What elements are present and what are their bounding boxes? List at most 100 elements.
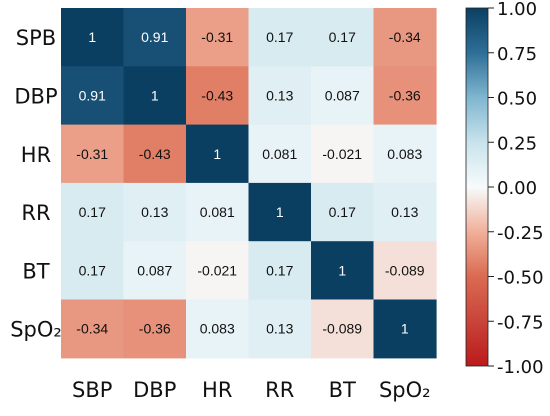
heatmap-cell-label: 0.17 bbox=[79, 204, 106, 220]
colorbar-gradient bbox=[466, 8, 488, 366]
colorbar-tick-label: -0.25 bbox=[497, 223, 544, 244]
heatmap-cell-label: 0.17 bbox=[266, 29, 293, 45]
heatmap-cell bbox=[248, 124, 312, 184]
heatmap-cell-label: -0.089 bbox=[385, 262, 425, 278]
heatmap-cell bbox=[123, 241, 187, 301]
column-label: SBP bbox=[72, 378, 112, 402]
heatmap-cell-label: 0.081 bbox=[262, 146, 297, 162]
column-label: HR bbox=[202, 378, 232, 402]
heatmap-cell-label: 0.17 bbox=[329, 29, 356, 45]
colorbar-tick-label: -0.50 bbox=[497, 268, 544, 289]
heatmap-cell bbox=[123, 124, 187, 184]
column-label: DBP bbox=[133, 378, 176, 402]
heatmap-cell bbox=[186, 124, 250, 184]
heatmap-cell-label: -0.43 bbox=[201, 87, 233, 103]
heatmap-cell bbox=[311, 182, 375, 242]
column-label: SpO₂ bbox=[379, 378, 431, 402]
heatmap-cell-label: -0.36 bbox=[389, 87, 421, 103]
heatmap-cell bbox=[61, 299, 125, 359]
heatmap-cell-label: 1 bbox=[88, 29, 96, 45]
column-label: RR bbox=[265, 378, 294, 402]
heatmap-cell bbox=[61, 182, 125, 242]
colorbar-tick-label: 1.00 bbox=[497, 0, 537, 20]
heatmap-cell-label: 1 bbox=[338, 262, 346, 278]
heatmap-cell bbox=[186, 8, 250, 67]
heatmap-cell-label: 0.13 bbox=[141, 204, 168, 220]
heatmap-cell bbox=[373, 8, 437, 67]
heatmap-cell-label: 0.17 bbox=[79, 262, 106, 278]
heatmap-cell-label: 1 bbox=[151, 87, 159, 103]
row-label: BT bbox=[22, 259, 49, 283]
heatmap-cell-label: -0.089 bbox=[322, 321, 362, 337]
heatmap-cell bbox=[186, 182, 250, 242]
heatmap-cell bbox=[373, 299, 437, 359]
heatmap-cell bbox=[311, 8, 375, 67]
heatmap-cell bbox=[186, 241, 250, 301]
heatmap-cell-label: 0.13 bbox=[391, 204, 418, 220]
heatmap-cell-label: 1 bbox=[213, 146, 221, 162]
heatmap-cell-label: -0.31 bbox=[201, 29, 233, 45]
heatmap-cell bbox=[61, 66, 125, 126]
heatmap-cell bbox=[248, 66, 312, 126]
heatmap-cell-label: 0.91 bbox=[79, 87, 106, 103]
heatmap-cell-label: 0.17 bbox=[329, 204, 356, 220]
heatmap-cell bbox=[311, 241, 375, 301]
heatmap-cell-label: 0.083 bbox=[200, 321, 235, 337]
row-label: HR bbox=[21, 143, 51, 167]
heatmap-cell-label: 0.087 bbox=[325, 87, 360, 103]
heatmap-cell-label: 0.13 bbox=[266, 87, 293, 103]
heatmap-cell-label: 0.91 bbox=[141, 29, 168, 45]
colorbar-tick-label: 0.25 bbox=[497, 133, 537, 154]
heatmap-cell-label: 1 bbox=[276, 204, 284, 220]
heatmap-cell-label: -0.021 bbox=[197, 262, 237, 278]
heatmap-cell-label: 0.083 bbox=[387, 146, 422, 162]
heatmap-cell-label: -0.31 bbox=[76, 146, 108, 162]
heatmap-cell bbox=[186, 299, 250, 359]
row-label: DBP bbox=[14, 84, 57, 108]
heatmap-cells bbox=[61, 8, 437, 359]
heatmap-cell bbox=[248, 299, 312, 359]
heatmap-cell-label: -0.43 bbox=[139, 146, 171, 162]
colorbar: 1.00 0.75 0.50 0.25 0.00 -0.25 -0.50 -0.75 -1.00 bbox=[465, 0, 544, 378]
colorbar-tick-label: 0.00 bbox=[497, 178, 537, 199]
colorbar-tick-label: -1.00 bbox=[497, 357, 544, 378]
heatmap-cell bbox=[373, 124, 437, 184]
heatmap-cell bbox=[61, 241, 125, 301]
colorbar-tick-label: -0.75 bbox=[497, 312, 544, 333]
row-label: RR bbox=[21, 201, 50, 225]
heatmap-cell bbox=[61, 124, 125, 184]
heatmap-cell-label: 0.13 bbox=[266, 321, 293, 337]
column-label: BT bbox=[329, 378, 356, 402]
heatmap-cell bbox=[123, 66, 187, 126]
heatmap-cell bbox=[123, 8, 187, 67]
heatmap-cell-label: -0.34 bbox=[389, 29, 421, 45]
heatmap-cell bbox=[373, 182, 437, 242]
heatmap-cell-label: 1 bbox=[401, 321, 409, 337]
heatmap-cell-label: 0.081 bbox=[200, 204, 235, 220]
heatmap-cell-labels: 1 0.91 -0.31 0.17 0.17 -0.34 0.91 1 -0.43 0.13 0.0… bbox=[76, 29, 425, 337]
row-labels: SPB DBP HR RR BT SpO₂ bbox=[10, 26, 62, 342]
heatmap-cell bbox=[61, 8, 125, 67]
heatmap-cell-label: -0.021 bbox=[322, 146, 362, 162]
heatmap-cell-label: -0.36 bbox=[139, 321, 171, 337]
heatmap-cell-label: 0.087 bbox=[137, 262, 172, 278]
heatmap-cell bbox=[311, 299, 375, 359]
column-labels: SBP DBP HR RR BT SpO₂ bbox=[72, 378, 431, 402]
heatmap-cell bbox=[123, 182, 187, 242]
heatmap-cell bbox=[186, 66, 250, 126]
heatmap-cell bbox=[248, 182, 312, 242]
heatmap-cell bbox=[373, 66, 437, 126]
heatmap-cell bbox=[311, 66, 375, 126]
heatmap-cell-label: 0.17 bbox=[266, 262, 293, 278]
row-label: SPB bbox=[16, 26, 56, 50]
heatmap-cell bbox=[373, 241, 437, 301]
heatmap-cell bbox=[248, 8, 312, 67]
colorbar-tick-label: 0.50 bbox=[497, 89, 537, 110]
row-label: SpO₂ bbox=[10, 318, 62, 342]
heatmap-cell bbox=[311, 124, 375, 184]
heatmap-cell bbox=[123, 299, 187, 359]
colorbar-tick-label: 0.75 bbox=[497, 44, 537, 65]
heatmap-cell-label: -0.34 bbox=[76, 321, 108, 337]
